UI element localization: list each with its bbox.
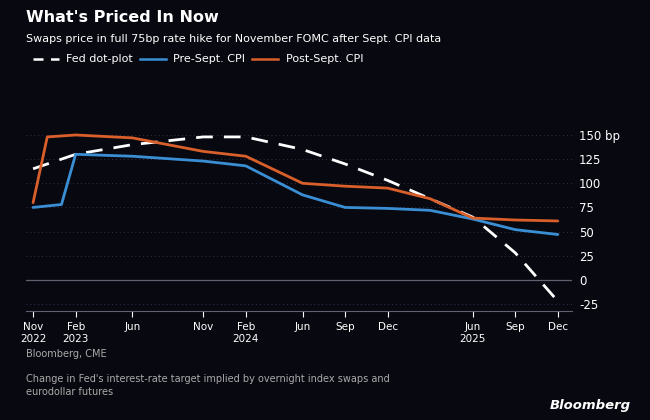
Text: What's Priced In Now: What's Priced In Now [26, 10, 219, 26]
Text: Pre-Sept. CPI: Pre-Sept. CPI [174, 54, 245, 64]
Text: Bloomberg, CME: Bloomberg, CME [26, 349, 107, 359]
Text: Change in Fed's interest-rate target implied by overnight index swaps and
eurodo: Change in Fed's interest-rate target imp… [26, 374, 390, 397]
Text: Swaps price in full 75bp rate hike for November FOMC after Sept. CPI data: Swaps price in full 75bp rate hike for N… [26, 34, 441, 44]
Text: Fed dot-plot: Fed dot-plot [66, 54, 133, 64]
Text: Bloomberg: Bloomberg [549, 399, 630, 412]
Text: Post-Sept. CPI: Post-Sept. CPI [285, 54, 363, 64]
